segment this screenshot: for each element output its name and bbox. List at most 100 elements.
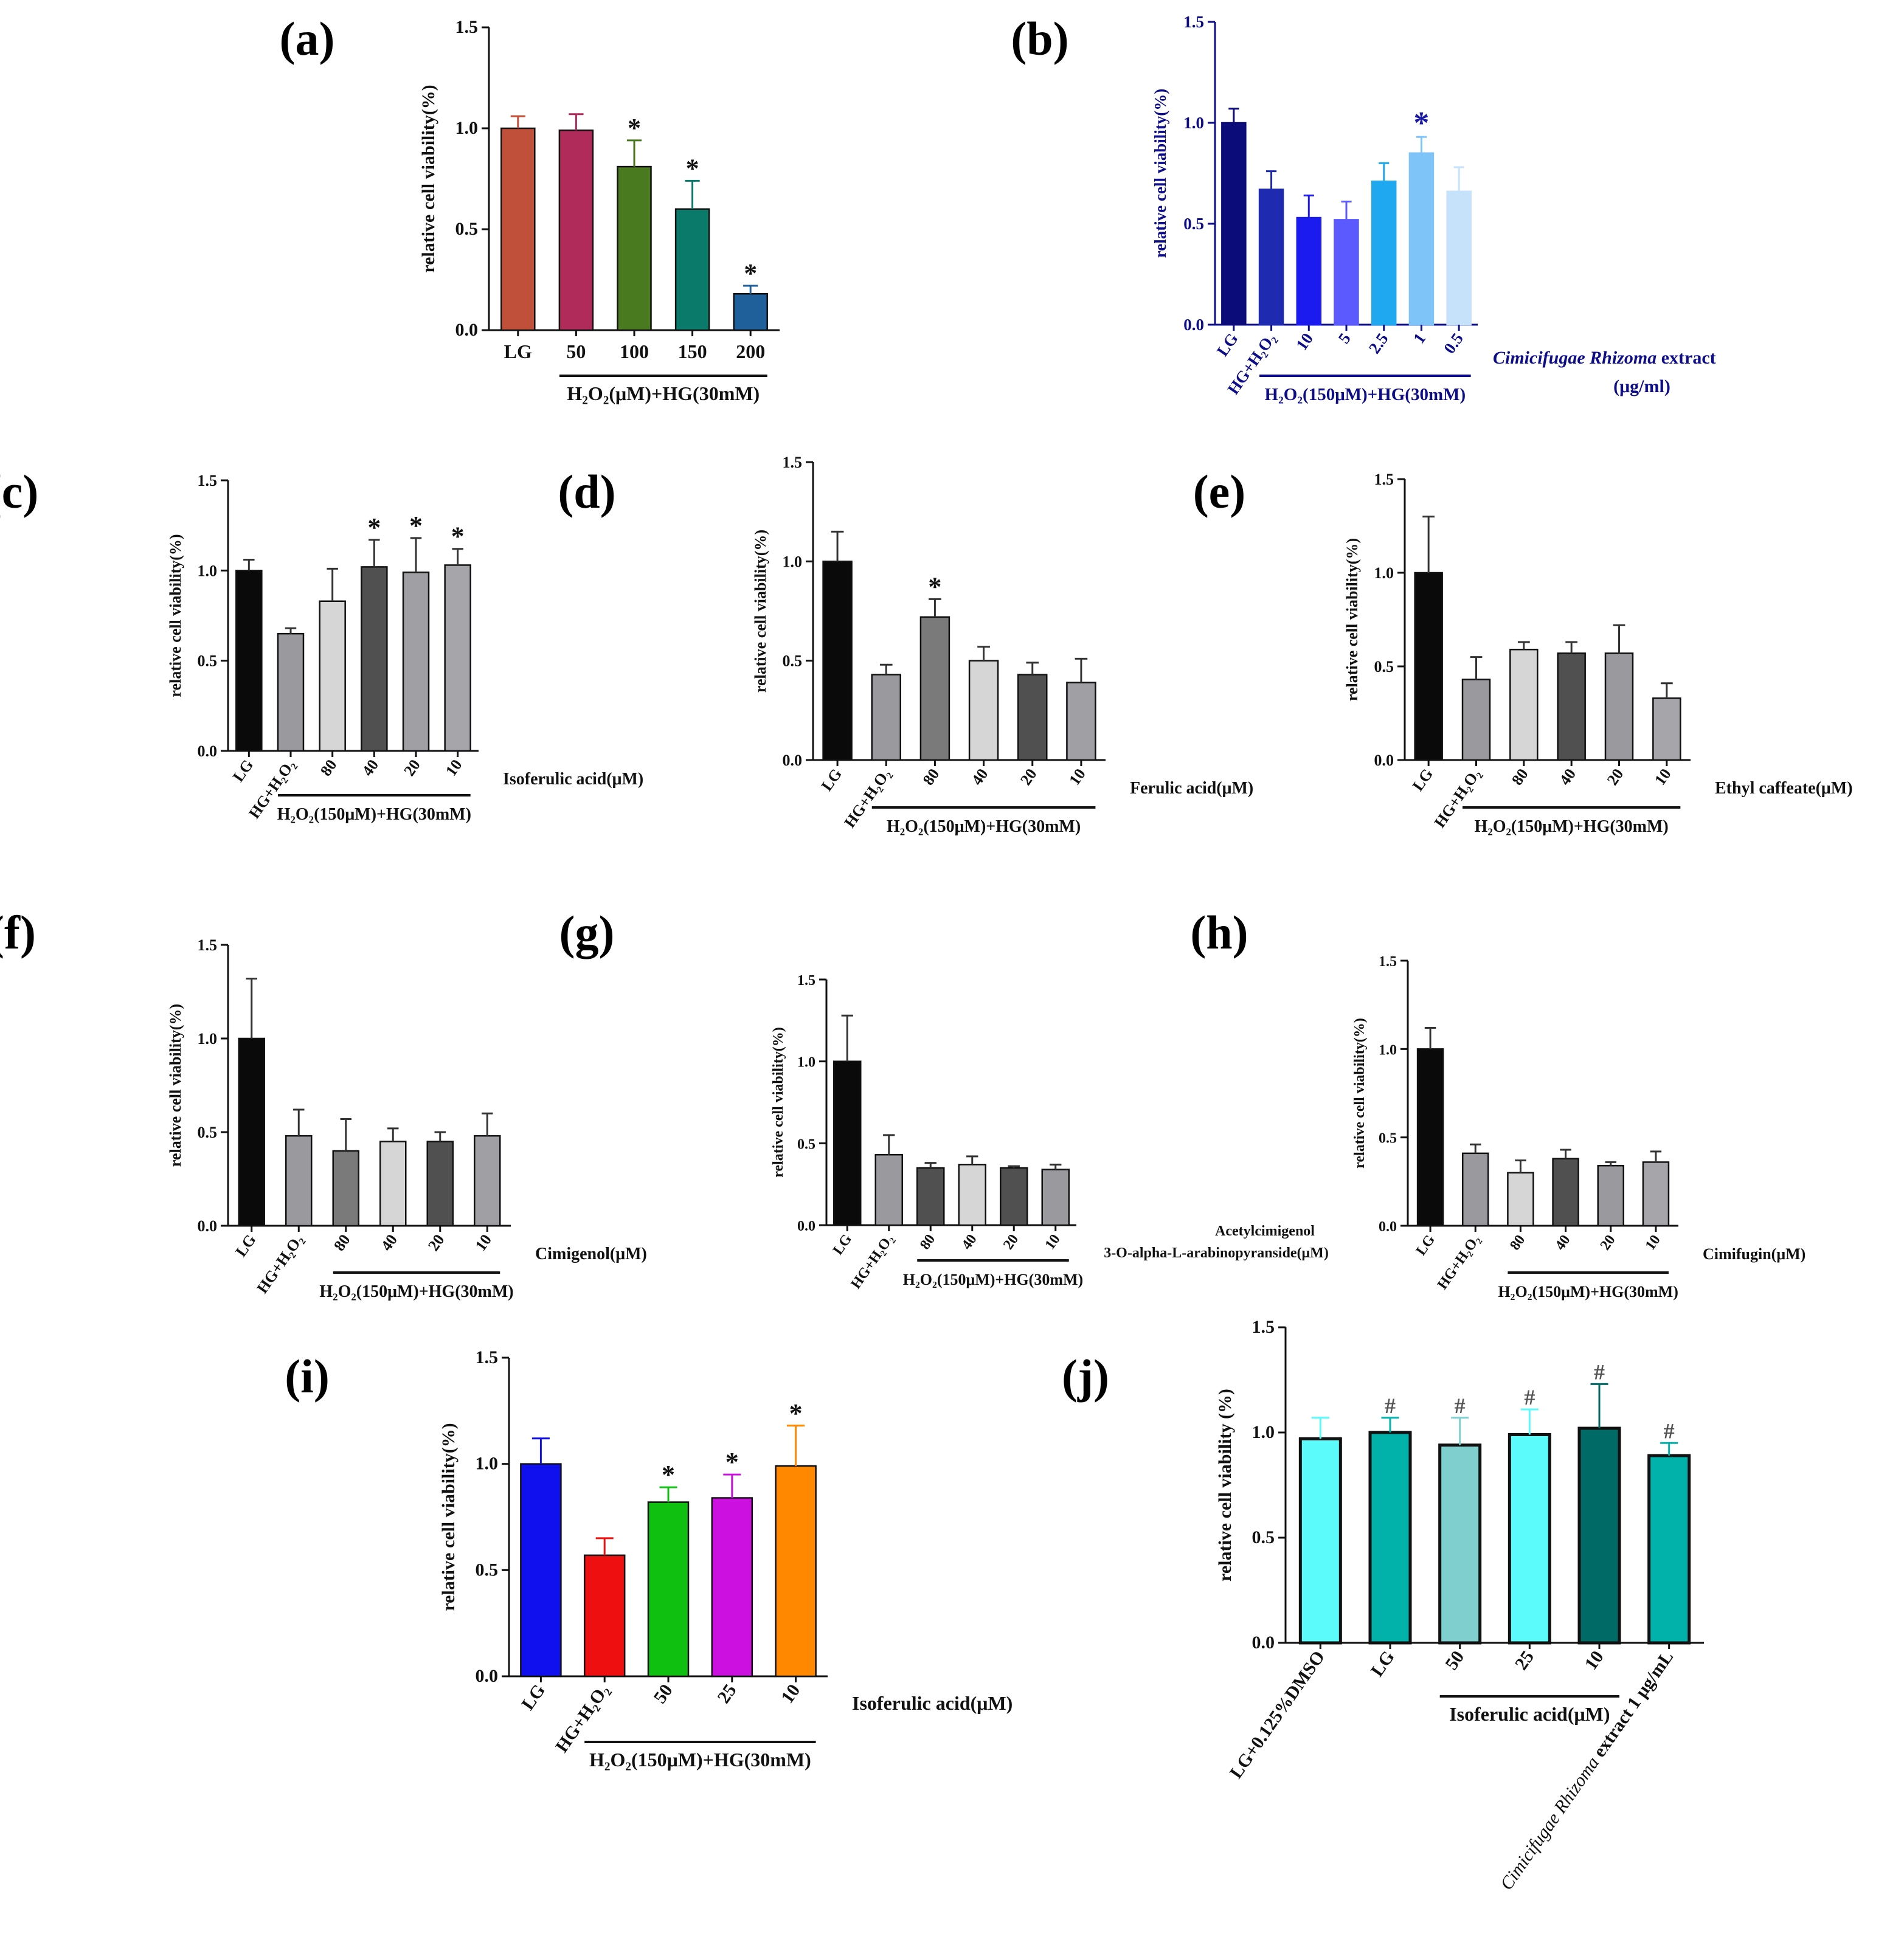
y-tick-label: 1.0 [1374,564,1394,582]
significance-marker: * [628,113,641,143]
x-tick-label: 20 [1598,1232,1619,1254]
treatment-label: Isoferulic acid(μM) [852,1692,1013,1714]
x-tick-label: 150 [678,340,707,362]
bar [1604,652,1634,761]
x-tick-label: LG [1367,1647,1399,1680]
x-tick-label: HG+H₂O₂ [254,1231,307,1297]
chart-panel-d: (d) 0.0 0.5 1.0 1.5 relative cell viability(%… [558,454,1253,836]
group-label: H₂O₂(150μM)+HG(30mM) [589,1749,811,1771]
x-tick-label: 0.5 [1440,330,1467,357]
treatment-label-line2: 3-O-alpha-L-arabinopyranside(μM) [1104,1245,1329,1261]
y-tick-label: 0.0 [1374,752,1394,769]
bar [1000,1167,1028,1226]
y-tick-label: 1.0 [455,118,479,138]
y-axis-label: relative cell viability(%) [167,534,184,697]
x-tick-label: Cimicifugae Rhizoma extract 1 μg/mL [1497,1647,1678,1894]
y-tick-label: 1.5 [198,936,218,954]
panel-label: (g) [559,906,615,959]
bar [285,1135,313,1227]
x-tick-label: LG [504,340,532,362]
y-tick-label: 1.5 [1374,471,1394,488]
bar [1508,1432,1551,1645]
bar [277,632,305,752]
x-tick-label: 80 [917,1232,938,1253]
x-tick-label: LG [1413,1232,1438,1259]
bar [1647,1454,1691,1645]
x-tick-label: 80 [919,765,943,789]
bar [1642,1161,1670,1227]
group-label: H₂O₂(150μM)+HG(30mM) [1265,385,1466,404]
group-label: H₂O₂(150μM)+HG(30mM) [887,817,1081,836]
y-tick-label: 1.0 [1252,1422,1275,1442]
y-tick-label: 0.0 [1379,1219,1397,1235]
bar [379,1141,407,1227]
y-axis-label: relative cell viability(%) [438,1423,459,1611]
panel-label: (d) [558,465,615,518]
y-axis-label: relative cell viability(%) [1343,538,1361,701]
treatment-label: Isoferulic acid(μM) [503,770,643,789]
significance-marker: # [1524,1385,1535,1409]
chart-panel-j: (j) 0.0 0.5 1.0 1.5 relative cell viability (… [1062,1317,1704,1894]
x-tick-label: 10 [1643,1232,1664,1254]
x-tick-label: 10 [442,756,466,779]
bar [1552,1158,1579,1227]
bar [361,566,388,752]
group-label: Isoferulic acid(μM) [1449,1703,1610,1725]
chart-panel-f: (f) 0.0 0.5 1.0 1.5 relative cell viability(%… [0,906,647,1301]
chart-panel-h: (h) 0.0 0.5 1.0 1.5 relative cell viability(%… [1190,906,1805,1301]
bar [1462,1152,1489,1227]
bar [402,572,430,752]
x-tick-label: 100 [620,340,649,362]
significance-marker: * [451,522,465,551]
x-tick-label: 80 [317,756,341,779]
x-tick-label: 40 [377,1231,401,1254]
y-tick-label: 1.0 [1379,1042,1397,1058]
y-tick-label: 1.5 [1183,13,1204,31]
y-tick-label: 1.0 [797,1055,815,1071]
bar [822,561,853,761]
y-tick-label: 1.5 [476,1347,499,1367]
x-tick-label: 80 [1507,1232,1528,1254]
bar [1461,679,1491,761]
x-tick-label: LG [1409,765,1436,794]
bar [1258,188,1284,326]
y-axis-label: relative cell viability(%) [770,1027,786,1178]
x-tick-label: HG+H₂O₂ [1435,1232,1483,1293]
y-tick-label: 1.5 [1379,954,1397,970]
bar [474,1135,501,1227]
bar [500,127,536,331]
y-tick-label: 0.0 [1183,316,1204,334]
y-tick-label: 0.5 [783,652,803,670]
significance-marker: * [662,1460,675,1490]
y-tick-label: 0.5 [1183,215,1204,233]
y-tick-label: 1.0 [1183,114,1204,132]
bar [1507,1172,1534,1227]
y-tick-label: 0.0 [797,1218,815,1234]
x-tick-label: LG [830,1231,855,1258]
y-tick-label: 0.5 [1374,658,1394,676]
x-tick-label: 25 [713,1681,740,1707]
x-tick-label: 10 [1292,330,1317,353]
bar [583,1554,626,1678]
bar [916,1167,945,1226]
x-tick-label: 5 [1335,330,1354,347]
bar [1416,1048,1444,1227]
treatment-label: Ferulic acid(μM) [1130,779,1253,798]
bar [319,600,346,752]
x-tick-label: 1 [1410,330,1429,347]
chart-panel-g: (g) 0.0 0.5 1.0 1.5 relative cell viability(%… [559,906,1329,1292]
treatment-label-line1: Acetylcimigenol [1215,1223,1315,1239]
x-tick-label: 2.5 [1365,330,1392,357]
x-tick-label: 20 [424,1231,448,1254]
significance-marker: * [928,572,941,601]
bar [426,1141,454,1227]
x-tick-label: HG+H₂O₂ [552,1681,613,1756]
bar [1438,1443,1482,1645]
bar [444,564,471,752]
significance-marker: * [744,258,757,288]
chart-panel-b: (b) 0.0 0.5 1.0 1.5 relative cell viability(%… [1011,12,1715,404]
significance-marker: # [1455,1394,1466,1418]
y-tick-label: 0.5 [455,219,479,239]
significance-marker: # [1385,1394,1396,1418]
